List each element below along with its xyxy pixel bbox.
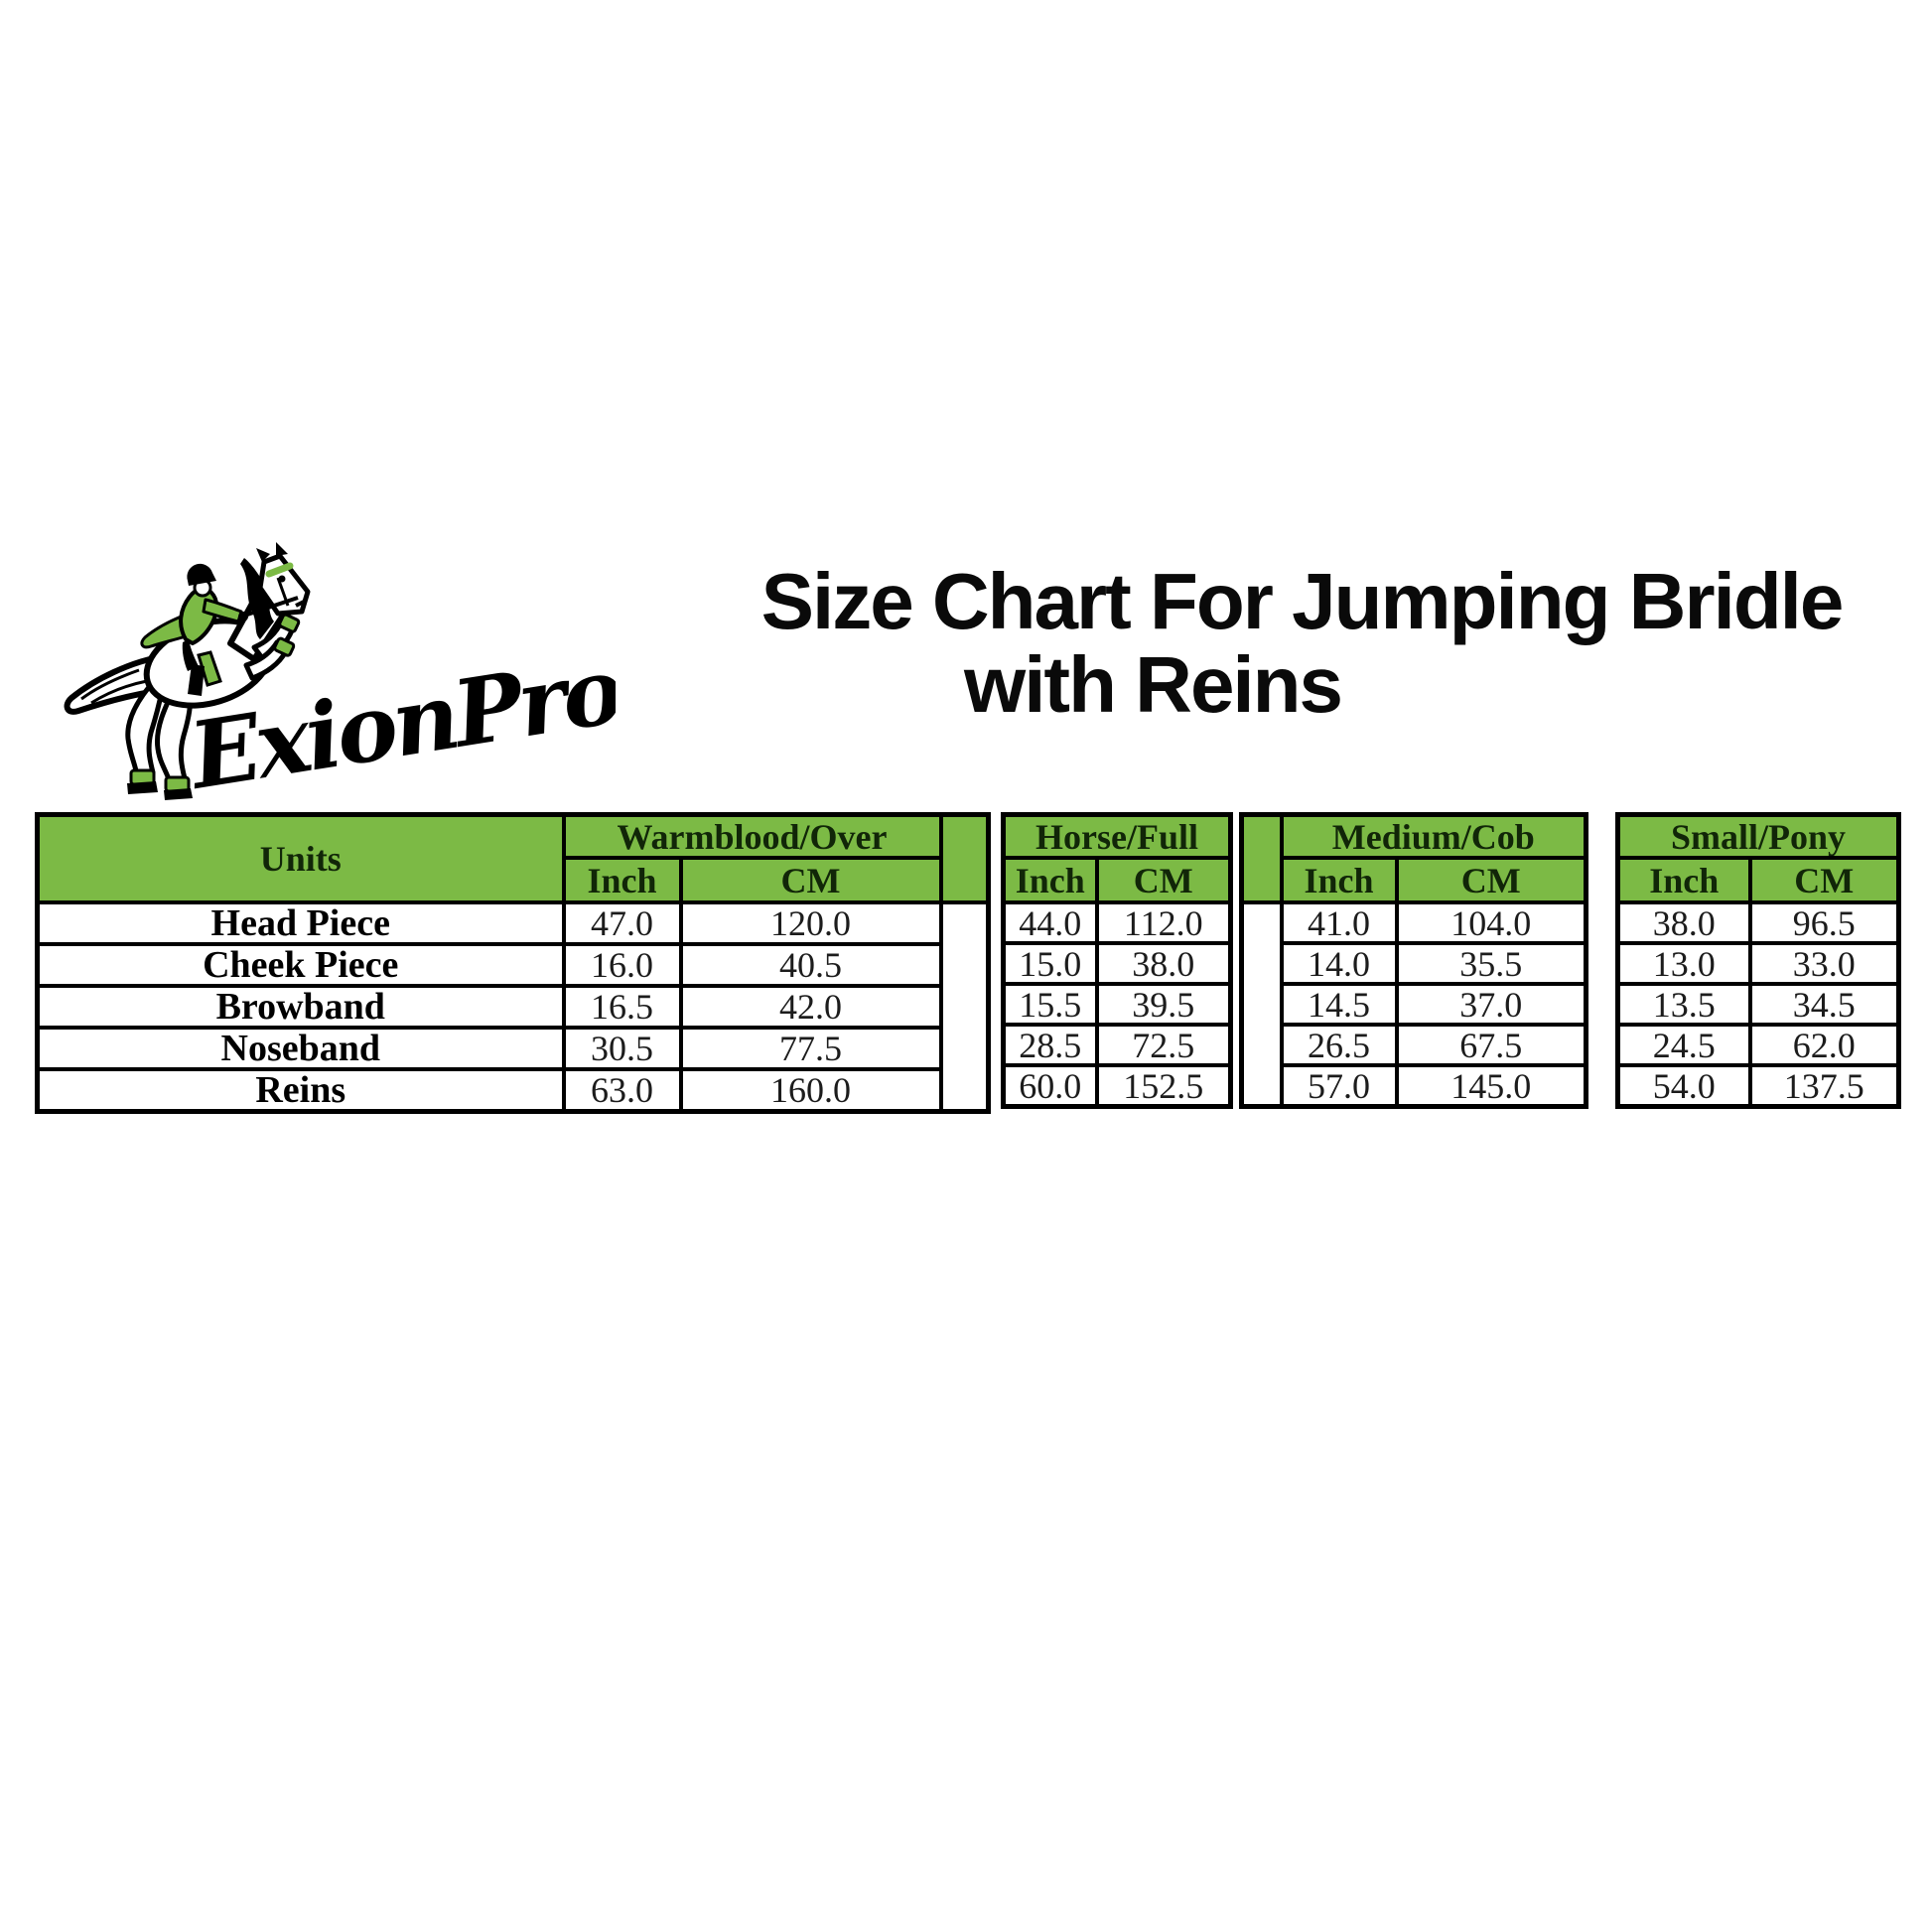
size-table-medium: Medium/Cob Inch CM 41.0 104.0 14.0 35.5 … <box>1239 812 1589 1109</box>
inch-header: Inch <box>1001 856 1099 904</box>
value-cell: 137.5 <box>1747 1063 1901 1109</box>
group-header-horse: Horse/Full <box>1001 812 1233 860</box>
cm-header: CM <box>1094 856 1233 904</box>
value-cell: 13.5 <box>1615 982 1752 1027</box>
row-label-noseband: Noseband <box>35 1026 566 1071</box>
value-cell: 16.5 <box>561 984 683 1030</box>
value-cell: 57.0 <box>1279 1063 1399 1109</box>
value-cell: 30.5 <box>561 1026 683 1071</box>
row-label-head-piece: Head Piece <box>35 900 566 946</box>
value-cell: 104.0 <box>1394 900 1588 945</box>
value-cell: 26.5 <box>1279 1023 1399 1067</box>
table-row: 15.5 39.5 <box>1001 982 1233 1027</box>
value-cell: 39.5 <box>1094 982 1233 1027</box>
value-cell: 120.0 <box>678 900 943 946</box>
value-cell: 72.5 <box>1094 1023 1233 1067</box>
value-cell: 160.0 <box>678 1067 943 1114</box>
value-cell: 33.0 <box>1747 941 1901 986</box>
jumping-horse-icon: ExionPro <box>64 542 628 810</box>
value-cell: 60.0 <box>1001 1063 1099 1109</box>
table-row: 38.0 96.5 <box>1615 900 1901 945</box>
table-row: 15.0 38.0 <box>1001 941 1233 986</box>
value-cell: 40.5 <box>678 942 943 988</box>
cm-header: CM <box>1747 856 1901 904</box>
value-cell: 42.0 <box>678 984 943 1030</box>
value-cell: 14.5 <box>1279 982 1399 1027</box>
value-cell: 96.5 <box>1747 900 1901 945</box>
table-row: 14.0 35.5 <box>1242 941 1588 986</box>
table-row: 14.5 37.0 <box>1242 982 1588 1027</box>
body-spacer <box>1239 900 1284 1109</box>
inch-header: Inch <box>561 856 683 904</box>
row-label-cheek-piece: Cheek Piece <box>35 942 566 988</box>
value-cell: 44.0 <box>1001 900 1099 945</box>
value-cell: 13.0 <box>1615 941 1752 986</box>
table-row: Noseband 30.5 77.5 <box>35 1026 989 1071</box>
value-cell: 62.0 <box>1747 1023 1901 1067</box>
cm-header: CM <box>678 856 943 904</box>
table-row: 41.0 104.0 <box>1239 900 1588 1109</box>
value-cell: 34.5 <box>1747 982 1901 1027</box>
table-row: 54.0 137.5 <box>1615 1063 1901 1109</box>
value-cell: 14.0 <box>1279 941 1399 986</box>
table-row: Cheek Piece 16.0 40.5 <box>35 942 989 988</box>
units-header-cell: Units <box>35 812 566 904</box>
value-cell: 54.0 <box>1615 1063 1752 1109</box>
table-row: 57.0 145.0 <box>1242 1063 1588 1109</box>
table-row: 60.0 152.5 <box>1001 1063 1233 1109</box>
group-header-small: Small/Pony <box>1615 812 1901 860</box>
table-row: 28.5 72.5 <box>1001 1023 1233 1067</box>
inch-header: Inch <box>1615 856 1752 904</box>
page-title-line1: Size Chart For Jumping Bridle <box>760 557 1845 645</box>
size-table-horse: Horse/Full Inch CM 44.0 112.0 15.0 38.0 … <box>1001 812 1233 1109</box>
value-cell: 15.0 <box>1001 941 1099 986</box>
row-label-reins: Reins <box>35 1067 566 1114</box>
value-cell: 47.0 <box>561 900 683 946</box>
table-row: 13.0 33.0 <box>1615 941 1901 986</box>
table-row: 44.0 112.0 <box>1001 900 1233 945</box>
value-cell: 152.5 <box>1094 1063 1233 1109</box>
page-title-line2: with Reins <box>963 640 1343 729</box>
value-cell: 24.5 <box>1615 1023 1752 1067</box>
group-header-medium: Medium/Cob <box>1279 812 1588 860</box>
table-row: 13.5 34.5 <box>1615 982 1901 1027</box>
value-cell: 41.0 <box>1279 900 1399 945</box>
header-spacer <box>938 812 991 904</box>
inch-header: Inch <box>1279 856 1399 904</box>
exionpro-logo: ExionPro <box>40 417 628 834</box>
value-cell: 77.5 <box>678 1026 943 1071</box>
table-row: Reins 63.0 160.0 <box>35 1067 989 1114</box>
value-cell: 16.0 <box>561 942 683 988</box>
value-cell: 28.5 <box>1001 1023 1099 1067</box>
value-cell: 15.5 <box>1001 982 1099 1027</box>
value-cell: 35.5 <box>1394 941 1588 986</box>
value-cell: 38.0 <box>1094 941 1233 986</box>
body-spacer <box>938 900 991 1114</box>
table-row: 26.5 67.5 <box>1242 1023 1588 1067</box>
table-row: 24.5 62.0 <box>1615 1023 1901 1067</box>
value-cell: 37.0 <box>1394 982 1588 1027</box>
size-table-warmblood: Units Warmblood/Over Inch CM Head Piece … <box>35 812 991 1114</box>
header-spacer <box>1239 812 1284 904</box>
table-row: Head Piece 47.0 120.0 <box>35 900 991 1114</box>
value-cell: 67.5 <box>1394 1023 1588 1067</box>
size-table-small: Small/Pony Inch CM 38.0 96.5 13.0 33.0 1… <box>1615 812 1901 1109</box>
value-cell: 63.0 <box>561 1067 683 1114</box>
value-cell: 38.0 <box>1615 900 1752 945</box>
cm-header: CM <box>1394 856 1588 904</box>
row-label-browband: Browband <box>35 984 566 1030</box>
value-cell: 112.0 <box>1094 900 1233 945</box>
value-cell: 145.0 <box>1394 1063 1588 1109</box>
table-row: Browband 16.5 42.0 <box>35 984 989 1030</box>
group-header-warmblood: Warmblood/Over <box>561 812 943 860</box>
